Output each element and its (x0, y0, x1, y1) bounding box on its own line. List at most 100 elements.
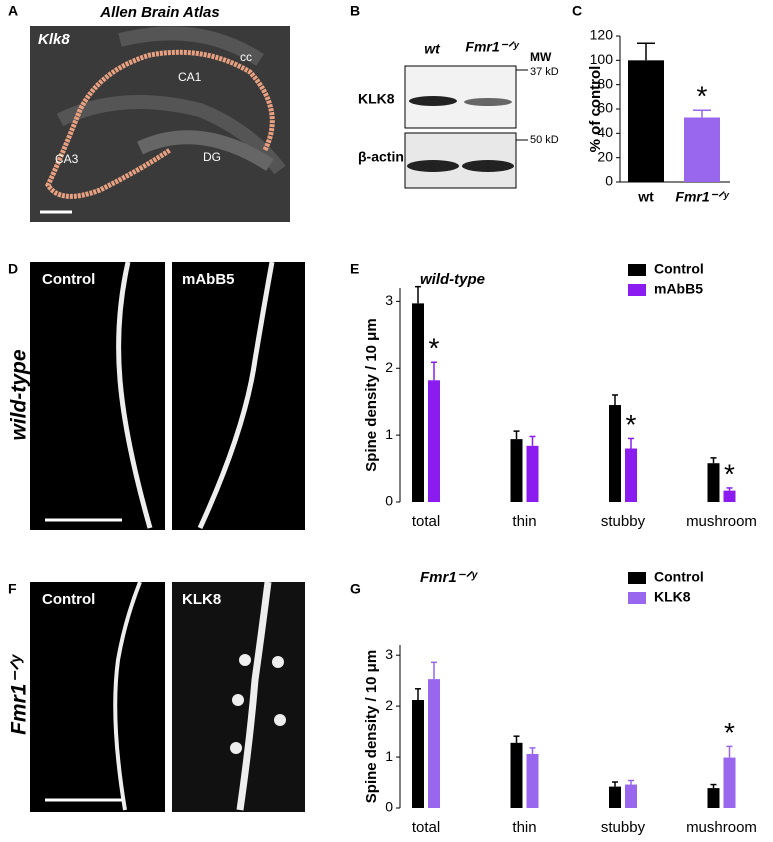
y-tick-label: 2 (385, 359, 393, 375)
bar (707, 788, 720, 808)
x-tick-label: stubby (601, 819, 646, 836)
bar (609, 786, 621, 808)
significance: * (626, 409, 637, 440)
micrograph (30, 582, 165, 812)
panel-label: B (350, 3, 360, 19)
bar (628, 60, 664, 183)
y-tick-label: 0 (385, 799, 393, 815)
marker-label: 50 kD (530, 134, 559, 146)
panel-label: C (572, 3, 582, 19)
legend-swatch (628, 572, 646, 584)
band (462, 160, 514, 172)
klk8-expression (45, 49, 275, 199)
lane-label: Fmr1⁻ᐟʸ (465, 39, 520, 55)
y-tick-label: 0 (605, 173, 613, 189)
y-tick-label: 60 (597, 100, 613, 116)
bar (510, 742, 523, 808)
image-label: mAbB5 (182, 271, 235, 288)
image-label: Control (42, 591, 95, 608)
image-label: Control (42, 271, 95, 288)
significance: * (697, 81, 708, 112)
condition-label: wild-type (8, 349, 31, 440)
bar (625, 784, 637, 808)
region-label: DG (203, 150, 221, 164)
mw-label: MW (530, 50, 552, 64)
bar (526, 445, 539, 502)
bar (609, 405, 621, 502)
marker-label: 37 kD (530, 66, 559, 78)
region-label: cc (240, 50, 252, 64)
y-axis-label: Spine density / 10 μm (363, 318, 380, 471)
chart-title: Fmr1⁻ᐟʸ (420, 569, 478, 586)
legend-label: Control (654, 569, 704, 585)
condition-label: Fmr1⁻ᐟʸ (8, 654, 31, 735)
bar (684, 117, 720, 182)
x-tick-label: total (412, 819, 440, 836)
x-tick-label: total (412, 513, 440, 530)
legend-label: Control (654, 261, 704, 277)
legend-label: KLK8 (654, 589, 691, 605)
bar (510, 439, 523, 502)
dendrite (113, 581, 142, 811)
y-tick-label: 100 (590, 51, 614, 67)
band (407, 160, 459, 172)
band (464, 98, 512, 106)
lane-label: wt (424, 41, 441, 57)
dentate-gyrus (137, 130, 274, 171)
image-label: KLK8 (182, 591, 221, 608)
bar (412, 303, 424, 502)
y-tick-label: 120 (590, 27, 614, 43)
x-tick-label: Fmr1⁻ᐟʸ (675, 189, 730, 205)
blot (404, 132, 517, 189)
y-tick-label: 3 (385, 646, 393, 662)
panel-label: F (8, 581, 17, 597)
bar (707, 463, 720, 502)
y-tick-label: 20 (597, 148, 613, 164)
bar (625, 448, 637, 502)
y-tick-label: 2 (385, 697, 393, 713)
significance: * (724, 458, 735, 489)
legend-swatch (628, 284, 646, 296)
x-tick-label: mushroom (686, 513, 757, 530)
panel-label: D (8, 261, 18, 277)
bar (412, 700, 424, 808)
legend-label: mAbB5 (654, 281, 703, 297)
micrograph (30, 262, 165, 530)
bar (428, 679, 440, 808)
significance: * (429, 333, 440, 364)
y-tick-label: 0 (385, 493, 393, 509)
y-tick-label: 1 (385, 748, 393, 764)
dendrite (116, 261, 153, 529)
gene-label: Klk8 (38, 31, 70, 48)
dendrite (236, 581, 272, 811)
panel-label: A (8, 3, 18, 19)
chart-title: wild-type (420, 271, 485, 288)
protein-label: β-actin (358, 149, 404, 165)
panel-label: G (350, 581, 361, 597)
y-tick-label: 1 (385, 426, 393, 442)
bar (723, 490, 736, 502)
y-tick-label: 3 (385, 292, 393, 308)
significance: * (724, 717, 735, 748)
bar (428, 380, 440, 502)
y-tick-label: 40 (597, 124, 613, 140)
protein-label: KLK8 (358, 91, 395, 107)
bar (723, 757, 736, 808)
spines (230, 654, 286, 754)
legend-swatch (628, 592, 646, 604)
x-tick-label: wt (637, 189, 654, 205)
x-tick-label: mushroom (686, 819, 757, 836)
region-label: CA1 (178, 70, 202, 84)
legend-swatch (628, 264, 646, 276)
x-tick-label: stubby (601, 513, 646, 530)
y-axis-label: % of control (587, 66, 604, 153)
band (409, 96, 457, 106)
y-axis-label: Spine density / 10 μm (363, 650, 380, 803)
micrograph (172, 262, 305, 530)
panel-title: Allen Brain Atlas (99, 4, 219, 21)
panel-label: E (350, 261, 359, 277)
y-tick-label: 80 (597, 75, 613, 91)
x-tick-label: thin (512, 819, 536, 836)
tissue (56, 26, 286, 175)
